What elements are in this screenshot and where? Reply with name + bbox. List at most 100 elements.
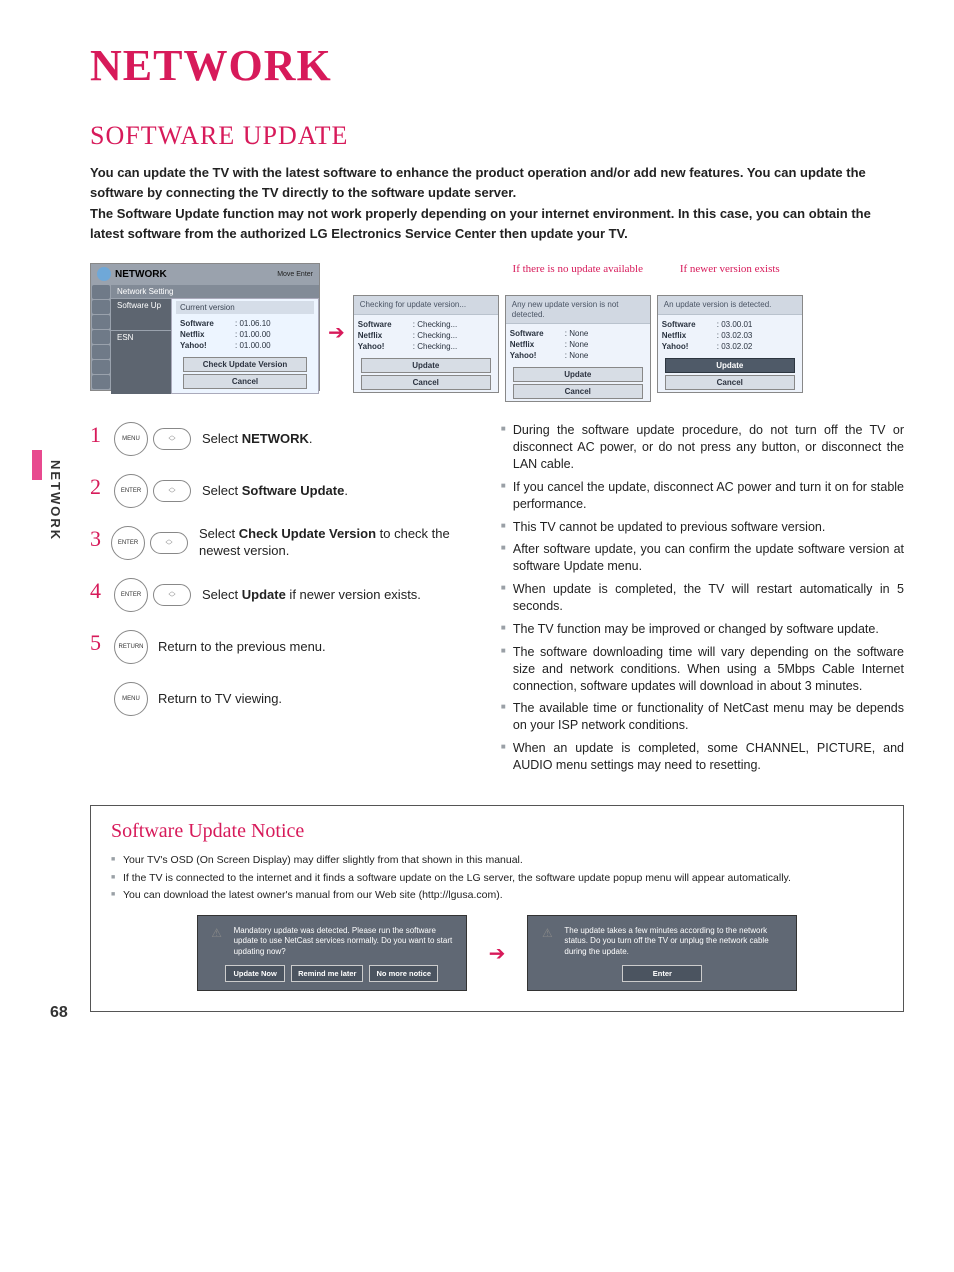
state-panel-none: Any new update version is not detected. … xyxy=(505,295,651,402)
state-title: If newer version exists xyxy=(680,263,780,291)
kv-key: Netflix xyxy=(662,331,717,340)
check-update-button[interactable]: Check Update Version xyxy=(183,357,307,372)
cancel-button[interactable]: Cancel xyxy=(513,384,643,399)
state-panel-available: An update version is detected. Software:… xyxy=(657,295,803,393)
step-number: 1 xyxy=(90,422,104,448)
software-update-notice: Software Update Notice Your TV's OSD (On… xyxy=(90,805,904,1012)
note-item: When an update is completed, some CHANNE… xyxy=(501,740,904,774)
kv-val: : Checking... xyxy=(413,342,457,351)
kv-key: Netflix xyxy=(510,340,565,349)
enter-button[interactable]: Enter xyxy=(622,965,702,982)
kv-key: Netflix xyxy=(180,330,235,339)
step-number: 3 xyxy=(90,526,101,552)
no-more-notice-button[interactable]: No more notice xyxy=(369,965,438,982)
state-status: Any new update version is not detected. xyxy=(506,296,650,324)
kv-val: : Checking... xyxy=(413,331,457,340)
step-number: 4 xyxy=(90,578,104,604)
kv-key: Yahoo! xyxy=(510,351,565,360)
step-icons: MENU xyxy=(114,682,148,716)
osd-panels-row: NETWORK Move Enter Network Setting Softw… xyxy=(90,263,904,402)
popup-text: The update takes a few minutes according… xyxy=(564,926,786,957)
steps-column: 1MENU︿﹀Select NETWORK.2ENTER︿﹀Select Sof… xyxy=(90,422,461,780)
cancel-button[interactable]: Cancel xyxy=(361,375,491,390)
page-title: NETWORK xyxy=(90,40,904,91)
update-now-button[interactable]: Update Now xyxy=(225,965,285,982)
network-menu-panel: NETWORK Move Enter Network Setting Softw… xyxy=(90,263,320,391)
step-icons: ENTER︿﹀ xyxy=(114,474,192,508)
note-item: The software downloading time will vary … xyxy=(501,644,904,695)
notes-column: During the software update procedure, do… xyxy=(501,422,904,780)
return-button-icon: RETURN xyxy=(114,630,148,664)
popup-text: Mandatory update was detected. Please ru… xyxy=(234,926,456,957)
state-status: An update version is detected. xyxy=(658,296,802,315)
step-text: Select Update if newer version exists. xyxy=(202,587,421,604)
intro-paragraph: You can update the TV with the latest so… xyxy=(90,163,904,202)
kv-key: Yahoo! xyxy=(358,342,413,351)
menu-row-network-setting: Network Setting xyxy=(111,284,319,298)
cancel-button[interactable]: Cancel xyxy=(665,375,795,390)
current-version-label: Current version xyxy=(176,301,314,314)
side-section-label: NETWORK xyxy=(48,460,63,541)
step-icons: ENTER︿﹀ xyxy=(114,578,192,612)
step-row: 5RETURNReturn to the previous menu. xyxy=(90,630,461,664)
step-text: Select Software Update. xyxy=(202,483,348,500)
note-item: When update is completed, the TV will re… xyxy=(501,581,904,615)
arrow-icon: ➔ xyxy=(487,941,508,966)
update-button[interactable]: Update xyxy=(361,358,491,373)
kv-val: : 01.06.10 xyxy=(235,319,271,328)
kv-val: : 03.02.03 xyxy=(717,331,753,340)
dpad-icon: ︿﹀ xyxy=(152,476,192,506)
update-button[interactable]: Update xyxy=(665,358,795,373)
popup-update-progress: ⚠ The update takes a few minutes accordi… xyxy=(527,915,797,991)
menu-button-icon: MENU xyxy=(114,682,148,716)
kv-key: Yahoo! xyxy=(662,342,717,351)
kv-val: : None xyxy=(565,329,589,338)
side-accent-bar xyxy=(32,450,42,480)
kv-val: : Checking... xyxy=(413,320,457,329)
note-item: If you cancel the update, disconnect AC … xyxy=(501,479,904,513)
notice-bullet: If the TV is connected to the internet a… xyxy=(111,871,883,886)
state-status: Checking for update version... xyxy=(354,296,498,315)
step-text: Select NETWORK. xyxy=(202,431,313,448)
state-title: If there is no update available xyxy=(513,263,643,291)
intro-paragraph: The Software Update function may not wor… xyxy=(90,204,904,243)
kv-val: : 03.02.02 xyxy=(717,342,753,351)
menu-header-hints: Move Enter xyxy=(277,271,313,278)
step-icons: MENU︿﹀ xyxy=(114,422,192,456)
state-panel-checking: Checking for update version... Software:… xyxy=(353,295,499,393)
kv-key: Yahoo! xyxy=(180,341,235,350)
step-number: 2 xyxy=(90,474,104,500)
kv-key: Netflix xyxy=(358,331,413,340)
note-item: The available time or functionality of N… xyxy=(501,700,904,734)
globe-icon xyxy=(97,267,111,281)
step-row: 1 MENU︿﹀ Select NETWORK. xyxy=(90,422,461,456)
remind-later-button[interactable]: Remind me later xyxy=(291,965,363,982)
menu-row-software-update: Software Up xyxy=(111,298,171,394)
warning-icon: ⚠ xyxy=(538,926,556,942)
step-text: Return to TV viewing. xyxy=(158,691,282,708)
page-number: 68 xyxy=(50,1004,68,1022)
notice-bullet: Your TV's OSD (On Screen Display) may di… xyxy=(111,853,883,868)
update-button[interactable]: Update xyxy=(513,367,643,382)
enter-button-icon: ENTER xyxy=(114,474,148,508)
popup-mandatory-update: ⚠ Mandatory update was detected. Please … xyxy=(197,915,467,991)
kv-key: Software xyxy=(358,320,413,329)
note-item: The TV function may be improved or chang… xyxy=(501,621,904,638)
kv-key: Software xyxy=(662,320,717,329)
dpad-icon: ︿﹀ xyxy=(152,424,192,454)
dpad-icon: ︿﹀ xyxy=(149,528,189,558)
step-icons: ENTER︿﹀ xyxy=(111,526,189,560)
step-icons: RETURN xyxy=(114,630,148,664)
menu-row-esn: ESN xyxy=(111,330,171,344)
intro-block: You can update the TV with the latest so… xyxy=(90,163,904,243)
kv-val: : None xyxy=(565,351,589,360)
menu-header-title: NETWORK xyxy=(115,269,273,280)
kv-val: : 01.00.00 xyxy=(235,330,271,339)
notice-bullet: You can download the latest owner's manu… xyxy=(111,888,883,903)
step-row: MENU Return to TV viewing. xyxy=(90,682,461,716)
notice-title: Software Update Notice xyxy=(111,820,883,843)
dpad-icon: ︿﹀ xyxy=(152,580,192,610)
menu-sidebar-icons xyxy=(91,284,111,390)
note-item: This TV cannot be updated to previous so… xyxy=(501,519,904,536)
cancel-button[interactable]: Cancel xyxy=(183,374,307,389)
